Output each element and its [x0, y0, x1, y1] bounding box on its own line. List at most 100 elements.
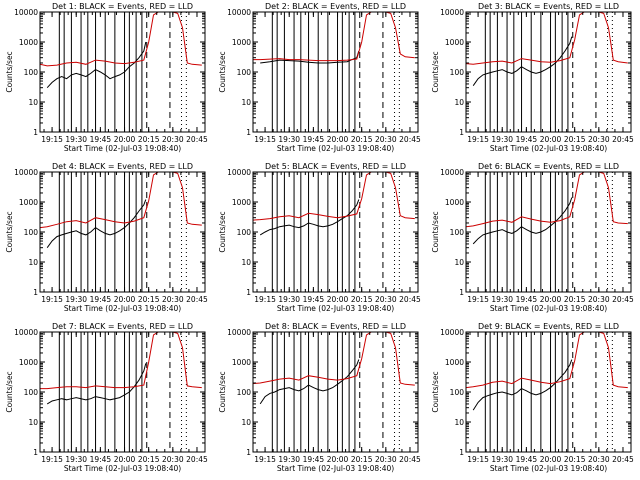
- y-tick-label: 1: [33, 448, 38, 457]
- x-tick-label: 20:00: [114, 455, 136, 464]
- panel-det-2: 1 10 100 1000 10000 19:15 19:30 19:45 20:00 20:15…: [218, 2, 421, 153]
- y-tick-label: 1000: [19, 198, 38, 207]
- y-tick-label: 100: [450, 68, 465, 77]
- y-tick-label: 1000: [19, 38, 38, 47]
- x-axis-label: Start Time (02-Jul-03 19:08:40): [490, 464, 607, 473]
- series-line-events: [259, 199, 360, 236]
- y-axis-label: Counts/sec: [5, 51, 14, 92]
- x-tick-label: 20:45: [612, 455, 634, 464]
- y-tick-label: 10: [454, 258, 464, 267]
- x-tick-label: 19:45: [516, 135, 538, 144]
- x-tick-label: 20:15: [351, 455, 373, 464]
- y-tick-label: 10000: [227, 328, 251, 337]
- y-tick-label: 100: [24, 388, 39, 397]
- x-tick-label: 19:15: [41, 455, 63, 464]
- panel-det-8: 1 10 100 1000 10000 19:15 19:30 19:45 20:00 20:15…: [218, 322, 421, 473]
- y-axis-label: Counts/sec: [431, 51, 440, 92]
- y-tick-label: 1: [459, 128, 464, 137]
- y-tick-label: 1: [246, 288, 251, 297]
- series-line-events: [46, 363, 147, 405]
- chart-title: Det 9: BLACK = Events, RED = LLD: [478, 322, 619, 331]
- x-tick-label: 20:15: [564, 295, 586, 304]
- x-tick-label: 20:15: [138, 455, 160, 464]
- x-tick-label: 20:00: [327, 135, 349, 144]
- x-tick-label: 20:00: [540, 135, 562, 144]
- chart-title: Det 1: BLACK = Events, RED = LLD: [52, 2, 193, 11]
- x-tick-label: 20:00: [540, 295, 562, 304]
- y-tick-label: 1000: [232, 198, 251, 207]
- y-tick-label: 10000: [227, 168, 251, 177]
- x-tick-label: 20:45: [612, 135, 634, 144]
- y-tick-label: 1: [246, 128, 251, 137]
- x-tick-label: 19:45: [303, 295, 325, 304]
- x-axis-label: Start Time (02-Jul-03 19:08:40): [490, 304, 607, 313]
- x-tick-label: 19:30: [491, 135, 513, 144]
- x-axis-label: Start Time (02-Jul-03 19:08:40): [490, 144, 607, 153]
- y-tick-label: 10000: [227, 8, 251, 17]
- panel-det-9: 1 10 100 1000 10000 19:15 19:30 19:45 20:00 20:15…: [431, 322, 634, 473]
- y-tick-label: 1: [246, 448, 251, 457]
- x-tick-label: 20:30: [588, 295, 610, 304]
- x-tick-label: 19:45: [303, 455, 325, 464]
- x-axis-label: Start Time (02-Jul-03 19:08:40): [277, 304, 394, 313]
- x-tick-label: 20:30: [162, 295, 184, 304]
- series-line-events: [472, 197, 573, 245]
- x-tick-label: 19:15: [467, 135, 489, 144]
- y-tick-label: 1: [33, 128, 38, 137]
- chart-title: Det 2: BLACK = Events, RED = LLD: [265, 2, 406, 11]
- x-tick-label: 19:15: [254, 455, 276, 464]
- series-line-events: [472, 359, 573, 411]
- x-tick-label: 19:45: [303, 135, 325, 144]
- chart-title: Det 3: BLACK = Events, RED = LLD: [478, 2, 619, 11]
- panel-det-3: 1 10 100 1000 10000 19:15 19:30 19:45 20:00 20:15…: [431, 2, 634, 153]
- y-tick-label: 1: [33, 288, 38, 297]
- y-tick-label: 10000: [440, 328, 464, 337]
- x-tick-label: 20:00: [327, 455, 349, 464]
- x-tick-label: 19:30: [491, 295, 513, 304]
- x-tick-label: 19:30: [65, 455, 87, 464]
- series-line-lld: [465, 11, 628, 65]
- y-axis-label: Counts/sec: [218, 51, 227, 92]
- x-tick-label: 20:45: [186, 455, 208, 464]
- series-line-lld: [39, 171, 202, 229]
- x-tick-label: 19:30: [65, 135, 87, 144]
- x-axis-label: Start Time (02-Jul-03 19:08:40): [64, 304, 181, 313]
- x-tick-label: 20:30: [162, 455, 184, 464]
- x-tick-label: 19:45: [516, 455, 538, 464]
- x-axis-label: Start Time (02-Jul-03 19:08:40): [277, 144, 394, 153]
- y-axis-label: Counts/sec: [218, 211, 227, 252]
- y-axis-label: Counts/sec: [431, 371, 440, 412]
- x-tick-label: 20:15: [138, 135, 160, 144]
- chart-title: Det 5: BLACK = Events, RED = LLD: [265, 162, 406, 171]
- y-tick-label: 10: [454, 418, 464, 427]
- x-tick-label: 19:45: [90, 295, 112, 304]
- series-line-lld: [252, 171, 415, 221]
- series-line-events: [472, 36, 573, 86]
- y-tick-label: 100: [237, 388, 252, 397]
- y-tick-label: 10000: [14, 328, 38, 337]
- x-tick-label: 20:30: [588, 135, 610, 144]
- y-tick-label: 10000: [440, 8, 464, 17]
- chart-title: Det 6: BLACK = Events, RED = LLD: [478, 162, 619, 171]
- x-tick-label: 20:45: [399, 135, 421, 144]
- panel-det-7: 1 10 100 1000 10000 19:15 19:30 19:45 20:00 20:15…: [5, 322, 208, 473]
- x-tick-label: 20:30: [375, 295, 397, 304]
- x-tick-label: 19:15: [467, 455, 489, 464]
- series-line-lld: [40, 331, 202, 390]
- chart-title: Det 7: BLACK = Events, RED = LLD: [52, 322, 193, 331]
- y-tick-label: 10000: [14, 168, 38, 177]
- panel-det-5: 1 10 100 1000 10000 19:15 19:30 19:45 20:00 20:15…: [218, 162, 421, 313]
- x-tick-label: 20:15: [351, 295, 373, 304]
- x-axis-label: Start Time (02-Jul-03 19:08:40): [64, 464, 181, 473]
- y-axis-label: Counts/sec: [218, 371, 227, 412]
- x-tick-label: 19:30: [278, 135, 300, 144]
- x-tick-label: 19:15: [254, 135, 276, 144]
- series-line-events: [46, 41, 147, 89]
- x-tick-label: 20:00: [114, 295, 136, 304]
- x-tick-label: 20:00: [327, 295, 349, 304]
- y-axis-label: Counts/sec: [5, 211, 14, 252]
- series-line-lld: [39, 11, 202, 67]
- y-tick-label: 1: [459, 448, 464, 457]
